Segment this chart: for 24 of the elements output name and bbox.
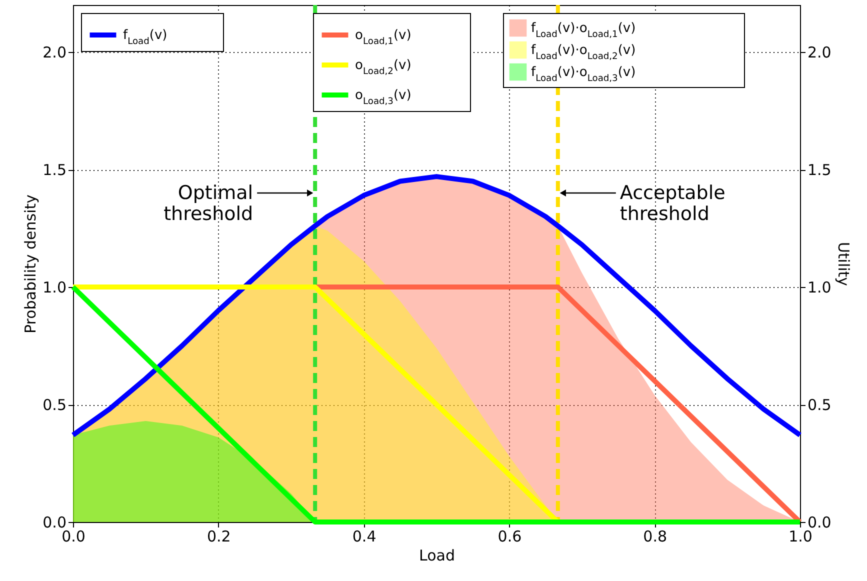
y2-tick-label: 0.5 [808, 396, 832, 414]
legend-label: o$_{Load,1}$(v) [355, 28, 412, 47]
x-axis-title: Load [419, 546, 455, 564]
x-tick-label: 0.6 [498, 528, 522, 546]
x-tick-label: 0.8 [643, 528, 668, 546]
y2-tick-label: 1.5 [808, 161, 832, 179]
legend-label: f$_{Load}$(v)·o$_{Load,2}$(v) [531, 43, 636, 62]
y2-tick-label: 1.0 [808, 278, 832, 296]
x-tick-label: 0.2 [206, 528, 231, 546]
legend-label: o$_{Load,2}$(v) [355, 58, 412, 77]
x-tick-label: 0.4 [352, 528, 376, 546]
y-tick-label: 1.0 [42, 278, 66, 296]
y2-axis-title: Utility [834, 242, 852, 286]
legend-label: f$_{Load}$(v) [123, 28, 168, 47]
legend-label: f$_{Load}$(v)·o$_{Load,1}$(v) [531, 21, 636, 40]
legend-label: f$_{Load}$(v)·o$_{Load,3}$(v) [531, 65, 636, 84]
legend-label: o$_{Load,3}$(v) [355, 88, 412, 107]
y-tick-label: 1.5 [42, 161, 66, 179]
annotation: Optimal threshold [164, 182, 254, 225]
y-tick-label: 0.5 [42, 396, 66, 414]
y-axis-title: Probability density [22, 194, 40, 334]
annotation: Acceptable threshold [620, 182, 726, 225]
y-tick-label: 2.0 [42, 44, 66, 62]
y2-tick-label: 2.0 [808, 44, 832, 62]
